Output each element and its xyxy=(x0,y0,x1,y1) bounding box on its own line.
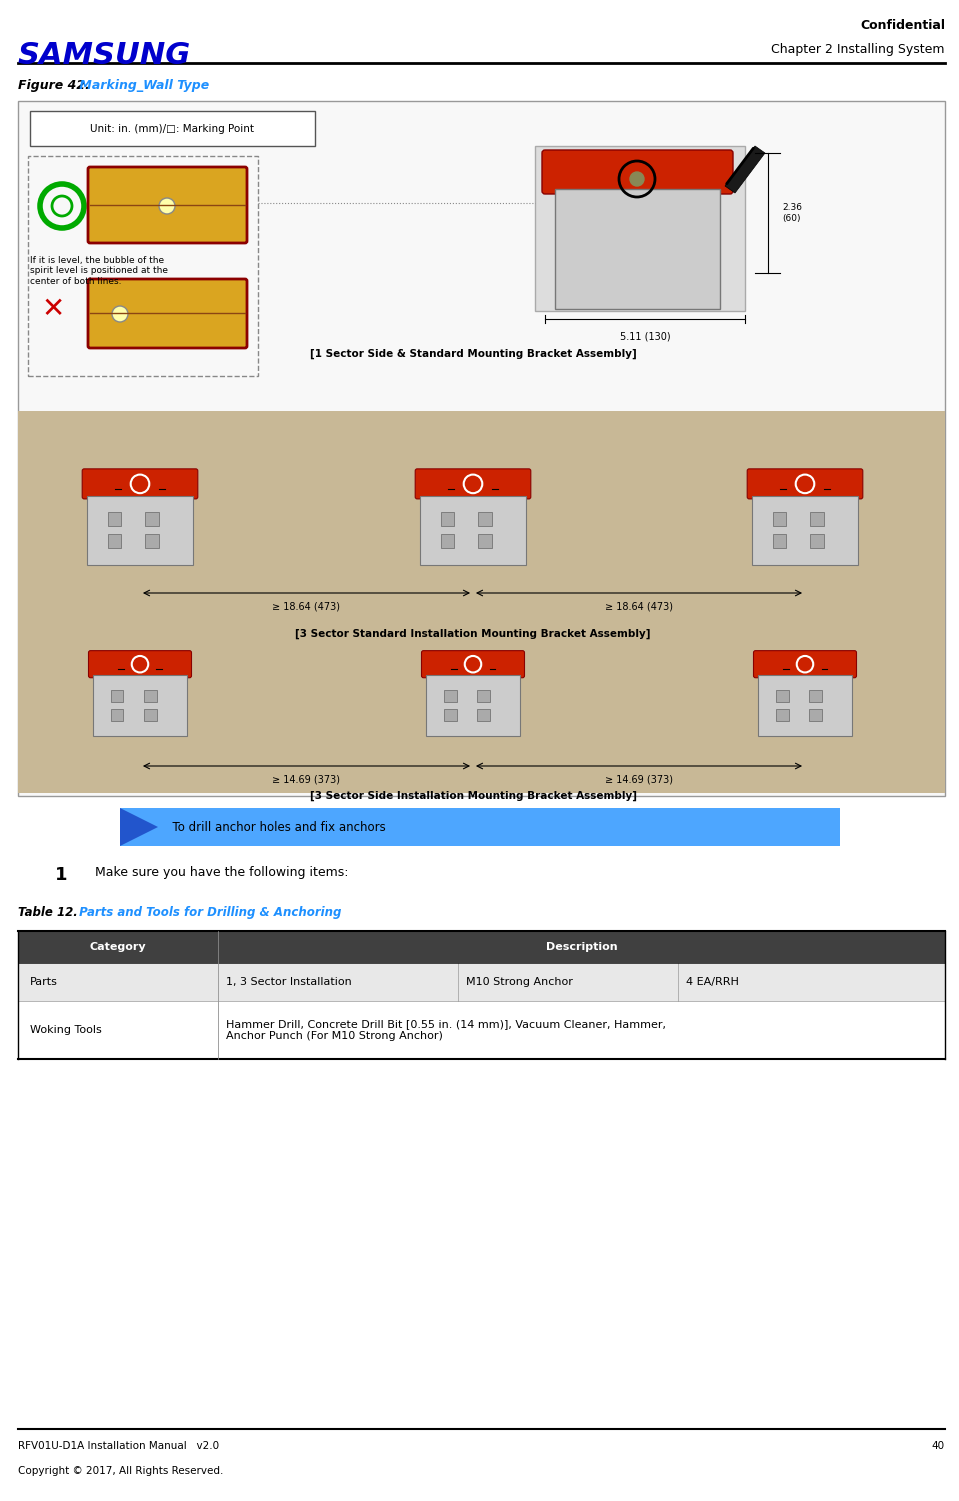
Text: 4 EA/RRH: 4 EA/RRH xyxy=(686,977,738,988)
Bar xyxy=(18,931,945,964)
Bar xyxy=(810,512,824,525)
Text: Marking_Wall Type: Marking_Wall Type xyxy=(75,80,209,92)
Text: Table 12.: Table 12. xyxy=(18,907,78,919)
Text: [3 Sector Side Installation Mounting Bracket Assembly]: [3 Sector Side Installation Mounting Bra… xyxy=(310,791,637,802)
FancyBboxPatch shape xyxy=(120,808,840,847)
Text: Confidential: Confidential xyxy=(860,20,945,32)
Bar xyxy=(478,708,489,720)
Text: Woking Tools: Woking Tools xyxy=(30,1025,102,1036)
Bar xyxy=(773,534,786,548)
Text: 1, 3 Sector Installation: 1, 3 Sector Installation xyxy=(226,977,352,988)
Text: ≥ 14.69 (373): ≥ 14.69 (373) xyxy=(272,775,340,784)
Bar xyxy=(18,964,945,1001)
Text: 2.36
(60): 2.36 (60) xyxy=(782,203,802,222)
Text: SAMSUNG: SAMSUNG xyxy=(18,41,191,71)
Text: Category: Category xyxy=(90,943,147,952)
Bar xyxy=(444,689,456,701)
FancyBboxPatch shape xyxy=(420,495,526,564)
Text: 40: 40 xyxy=(932,1441,945,1451)
Bar xyxy=(111,689,124,701)
Bar xyxy=(145,708,156,720)
Bar xyxy=(478,689,489,701)
Bar xyxy=(773,512,786,525)
Bar xyxy=(145,512,158,525)
Text: Parts: Parts xyxy=(30,977,58,988)
Polygon shape xyxy=(725,146,765,194)
Text: Description: Description xyxy=(546,943,618,952)
FancyBboxPatch shape xyxy=(555,189,720,309)
Text: ≥ 18.64 (473): ≥ 18.64 (473) xyxy=(272,600,340,611)
FancyBboxPatch shape xyxy=(415,468,530,498)
FancyBboxPatch shape xyxy=(88,650,192,678)
Bar xyxy=(777,708,788,720)
Bar xyxy=(28,156,258,375)
Circle shape xyxy=(112,306,128,323)
Text: To drill anchor holes and fix anchors: To drill anchor holes and fix anchors xyxy=(165,821,386,833)
Text: If it is level, the bubble of the
spirit level is positioned at the
center of bo: If it is level, the bubble of the spirit… xyxy=(30,257,168,285)
Bar xyxy=(107,534,122,548)
Bar xyxy=(145,689,156,701)
Bar xyxy=(18,411,945,630)
FancyBboxPatch shape xyxy=(87,495,193,564)
Bar xyxy=(777,689,788,701)
Text: Unit: in. (mm)/□: Marking Point: Unit: in. (mm)/□: Marking Point xyxy=(90,123,254,134)
FancyBboxPatch shape xyxy=(93,674,187,737)
Text: 5.11 (130): 5.11 (130) xyxy=(620,332,670,341)
Bar xyxy=(441,534,455,548)
Bar xyxy=(478,512,492,525)
FancyBboxPatch shape xyxy=(88,167,247,243)
Bar xyxy=(18,1001,945,1060)
FancyBboxPatch shape xyxy=(30,111,315,146)
Text: Figure 42.: Figure 42. xyxy=(18,80,90,92)
Text: Make sure you have the following items:: Make sure you have the following items: xyxy=(95,866,348,880)
Circle shape xyxy=(159,198,175,215)
Bar xyxy=(478,534,492,548)
FancyBboxPatch shape xyxy=(82,468,198,498)
Text: ≥ 14.69 (373): ≥ 14.69 (373) xyxy=(605,775,673,784)
Text: ≥ 18.64 (473): ≥ 18.64 (473) xyxy=(605,600,673,611)
Text: [3 Sector Standard Installation Mounting Bracket Assembly]: [3 Sector Standard Installation Mounting… xyxy=(295,629,651,639)
Bar xyxy=(810,534,824,548)
Bar xyxy=(809,689,822,701)
Polygon shape xyxy=(120,808,158,847)
Bar xyxy=(111,708,124,720)
FancyBboxPatch shape xyxy=(759,674,852,737)
Text: Copyright © 2017, All Rights Reserved.: Copyright © 2017, All Rights Reserved. xyxy=(18,1466,223,1475)
FancyBboxPatch shape xyxy=(18,101,945,796)
Bar xyxy=(809,708,822,720)
Text: Parts and Tools for Drilling & Anchoring: Parts and Tools for Drilling & Anchoring xyxy=(75,907,341,919)
FancyBboxPatch shape xyxy=(754,650,856,678)
FancyBboxPatch shape xyxy=(747,468,863,498)
Circle shape xyxy=(630,173,644,186)
Bar xyxy=(18,608,945,793)
Text: RFV01U-D1A Installation Manual   v2.0: RFV01U-D1A Installation Manual v2.0 xyxy=(18,1441,219,1451)
Bar xyxy=(441,512,455,525)
FancyBboxPatch shape xyxy=(542,150,733,194)
Text: ✕: ✕ xyxy=(41,296,64,323)
Text: Chapter 2 Installing System: Chapter 2 Installing System xyxy=(771,44,945,56)
Bar xyxy=(145,534,158,548)
FancyBboxPatch shape xyxy=(426,674,520,737)
FancyBboxPatch shape xyxy=(752,495,857,564)
Text: M10 Strong Anchor: M10 Strong Anchor xyxy=(466,977,573,988)
FancyBboxPatch shape xyxy=(535,146,745,311)
Bar xyxy=(107,512,122,525)
FancyBboxPatch shape xyxy=(88,279,247,348)
Bar xyxy=(444,708,456,720)
Text: [1 Sector Side & Standard Mounting Bracket Assembly]: [1 Sector Side & Standard Mounting Brack… xyxy=(310,350,637,359)
Text: 1: 1 xyxy=(55,866,67,884)
Text: Hammer Drill, Concrete Drill Bit [0.55 in. (14 mm)], Vacuum Cleaner, Hammer,
Anc: Hammer Drill, Concrete Drill Bit [0.55 i… xyxy=(226,1019,666,1040)
FancyBboxPatch shape xyxy=(422,650,525,678)
